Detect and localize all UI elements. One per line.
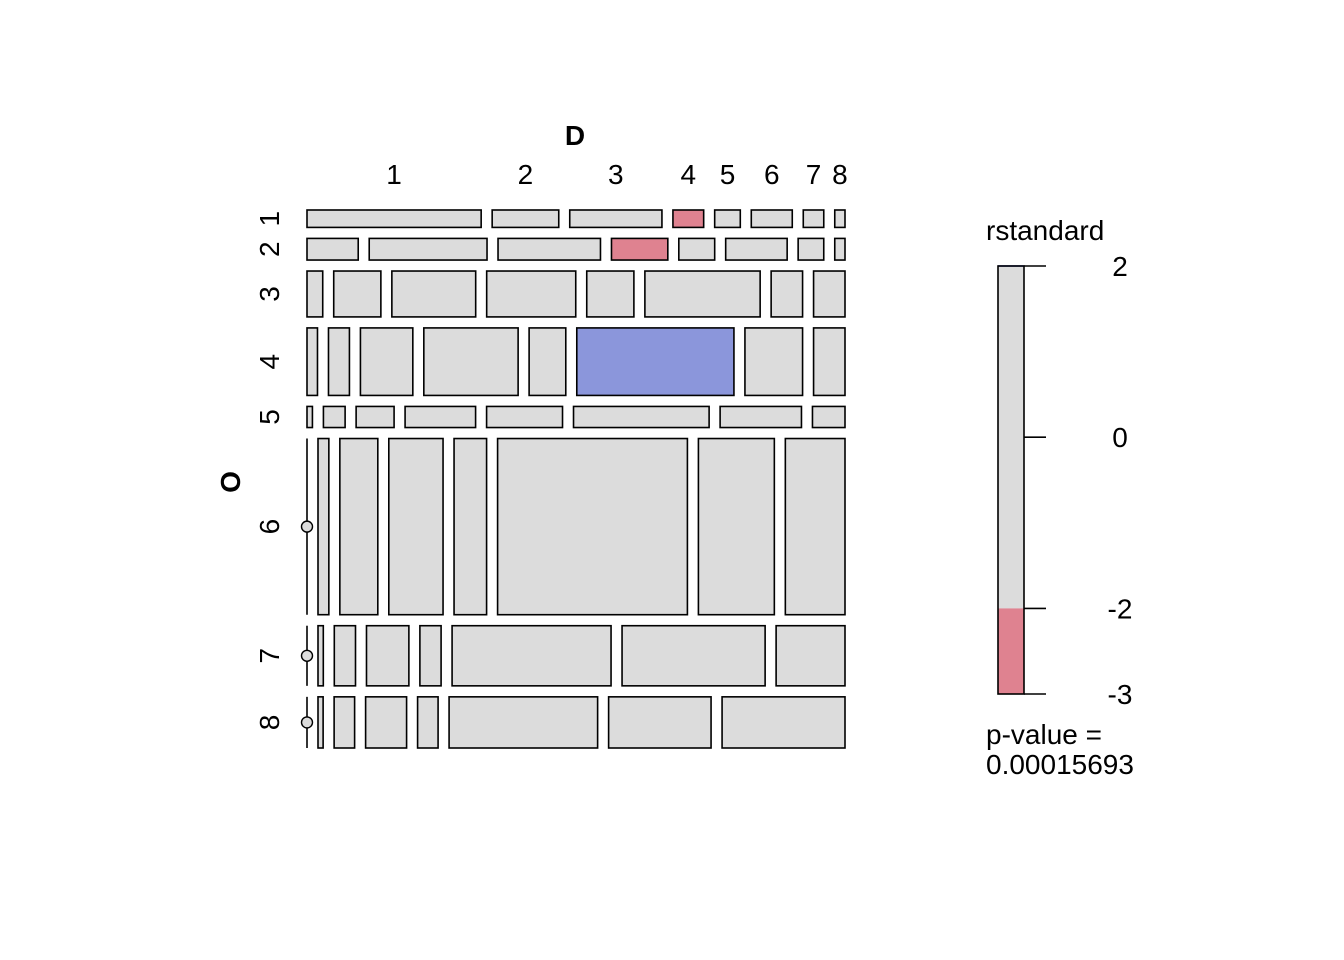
mosaic-tile (744, 327, 804, 397)
mosaic-tile (365, 624, 410, 687)
mosaic-tile (621, 624, 766, 687)
mosaic-tile (713, 209, 742, 229)
y-tick-label: 4 (254, 354, 285, 370)
mosaic-tile (811, 405, 846, 429)
mosaic-tile (448, 696, 599, 749)
legend: rstandard 2 0 -2 -3 p-value = 0.00015693 (986, 215, 1134, 780)
legend-tick-label: 2 (1112, 251, 1128, 282)
mosaic-tile (770, 270, 804, 318)
mosaic-tile (388, 437, 444, 616)
mosaic-tiles (300, 209, 846, 749)
x-axis-title: D (565, 120, 585, 151)
mosaic-tile (306, 405, 314, 429)
mosaic-tile (317, 624, 325, 687)
mosaic-tile (419, 624, 442, 687)
mosaic-tile (333, 696, 356, 749)
mosaic-tile (306, 327, 319, 397)
mosaic-tile (812, 270, 846, 318)
mosaic-tile (833, 237, 846, 261)
mosaic-tile (572, 405, 710, 429)
legend-band-negative (998, 608, 1024, 694)
x-tick-label: 4 (681, 159, 697, 190)
x-tick-label: 2 (518, 159, 534, 190)
mosaic-tile (327, 327, 351, 397)
mosaic-tile (797, 237, 825, 261)
mosaic-tile (423, 327, 519, 397)
mosaic-empty-cell-marker (300, 649, 314, 662)
mosaic-tile (678, 237, 716, 261)
mosaic-tile (750, 209, 794, 229)
y-tick-label: 3 (254, 286, 285, 302)
mosaic-tile (775, 624, 846, 687)
x-tick-label: 3 (608, 159, 624, 190)
x-tick-label: 1 (386, 159, 402, 190)
mosaic-tile (339, 437, 379, 616)
mosaic-tile (485, 405, 564, 429)
y-tick-label: 5 (254, 409, 285, 425)
legend-color-bar (997, 265, 1025, 695)
mosaic-tile (672, 209, 705, 229)
mosaic-tile (585, 270, 635, 318)
mosaic-empty-cell-marker (300, 520, 314, 533)
y-tick-label: 6 (254, 519, 285, 535)
mosaic-tile (607, 696, 712, 749)
mosaic-tile (568, 209, 663, 229)
mosaic-tile (833, 209, 846, 229)
mosaic-tile (368, 237, 488, 261)
mosaic-tile (812, 327, 846, 397)
legend-tick-label: 0 (1112, 422, 1128, 453)
mosaic-tile (644, 270, 761, 318)
mosaic-tile (697, 437, 776, 616)
y-tick-labels: 1 2 3 4 5 6 7 8 (254, 211, 285, 730)
y-tick-label: 8 (254, 715, 285, 731)
x-tick-label: 7 (806, 159, 822, 190)
mosaic-tile (721, 696, 846, 749)
mosaic-tile (451, 624, 612, 687)
mosaic-tile (610, 237, 669, 261)
legend-tick-label: -3 (1108, 679, 1133, 710)
mosaic-empty-cell-marker (300, 716, 314, 729)
mosaic-tile (306, 270, 324, 318)
y-tick-label: 7 (254, 648, 285, 664)
mosaic-tile (364, 696, 408, 749)
x-tick-label: 5 (720, 159, 736, 190)
mosaic-tile (404, 405, 477, 429)
mosaic-tile (317, 696, 324, 749)
y-tick-label: 1 (254, 211, 285, 227)
mosaic-tile (306, 209, 482, 229)
y-axis-title: O (215, 471, 246, 493)
mosaic-tile (784, 437, 846, 616)
mosaic-tile (359, 327, 414, 397)
mosaic-tile (333, 624, 357, 687)
legend-bar-outline (997, 265, 1025, 695)
mosaic-tile (355, 405, 395, 429)
p-value: 0.00015693 (986, 749, 1134, 780)
mosaic-tile (322, 405, 346, 429)
x-tick-label: 8 (832, 159, 848, 190)
mosaic-tile (491, 209, 560, 229)
legend-tick-label: -2 (1108, 593, 1133, 624)
y-tick-label: 2 (254, 241, 285, 257)
x-tick-label: 6 (764, 159, 780, 190)
mosaic-tile (528, 327, 567, 397)
legend-band-neutral (998, 266, 1024, 609)
mosaic-tile (416, 696, 439, 749)
legend-ticks: 2 0 -2 -3 (1024, 251, 1132, 710)
mosaic-tile (497, 237, 602, 261)
mosaic-tile (306, 237, 360, 261)
mosaic-tile (391, 270, 477, 318)
mosaic-tile (575, 327, 735, 397)
legend-title: rstandard (986, 215, 1104, 246)
mosaic-tile (332, 270, 382, 318)
mosaic-tile (317, 437, 330, 616)
mosaic-tile (802, 209, 825, 229)
mosaic-tile (453, 437, 488, 616)
mosaic-tile (496, 437, 689, 616)
mosaic-tile (724, 237, 788, 261)
mosaic-tile (719, 405, 803, 429)
p-value-label: p-value = (986, 719, 1102, 750)
mosaic-tile (485, 270, 577, 318)
